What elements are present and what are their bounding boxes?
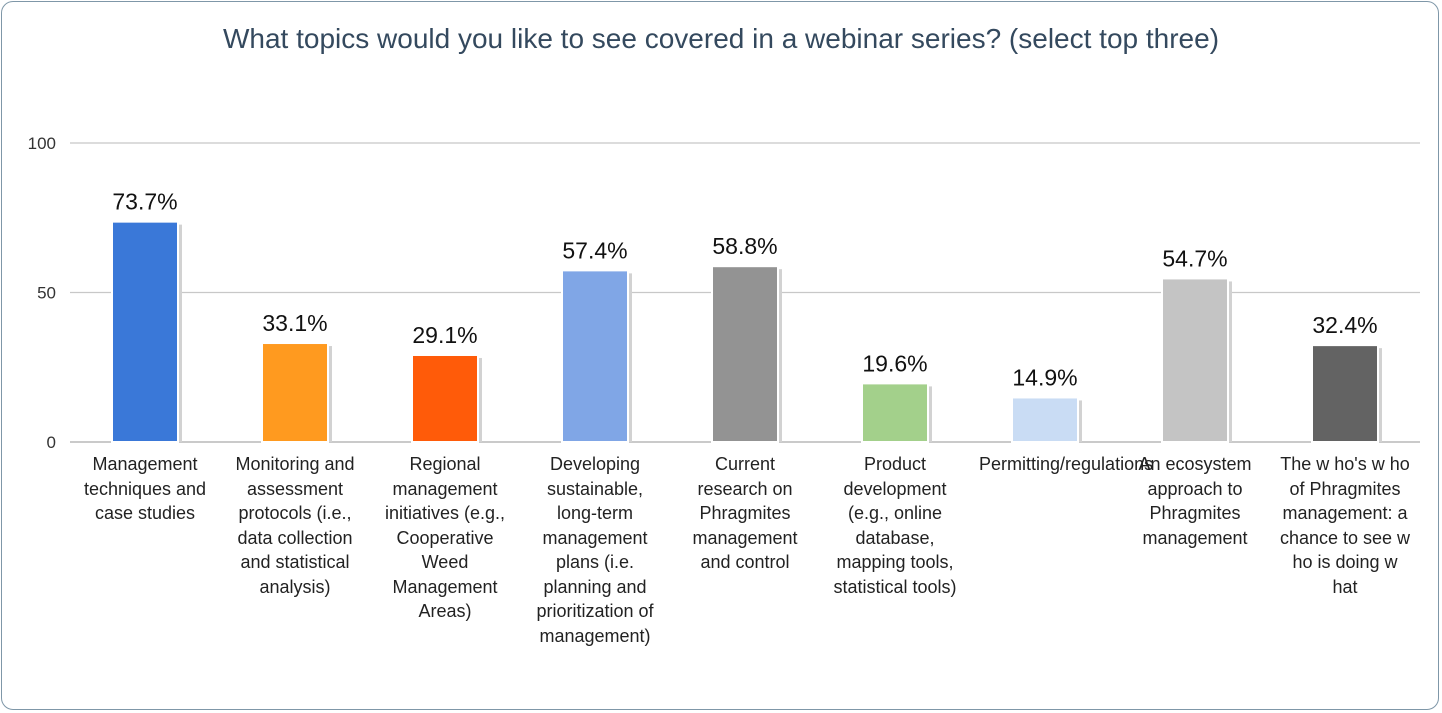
bar-value-label: 29.1% [412, 322, 477, 348]
bar-1 [111, 220, 179, 443]
bar-6 [861, 382, 929, 443]
category-label: Monitoring and assessment protocols (i.e… [235, 454, 355, 597]
bar-value-label: 32.4% [1312, 312, 1377, 338]
bar-4 [561, 269, 629, 443]
bar-2 [261, 342, 329, 444]
bar-7 [1011, 396, 1079, 444]
category-label: Management techniques and case studies [83, 454, 207, 523]
bar-5 [711, 265, 779, 443]
chart-title: What topics would you like to see covere… [222, 23, 1220, 54]
category-label: The w ho's w ho of Phragmites management… [1279, 454, 1411, 597]
bar-value-label: 73.7% [112, 189, 177, 215]
category-label: Regional management initiatives (e.g., C… [384, 454, 506, 621]
bar-value-label: 19.6% [862, 350, 927, 376]
bar-value-label: 54.7% [1162, 245, 1227, 271]
y-tick-label: 0 [47, 433, 56, 452]
category-label: Product development (e.g., online databa… [833, 454, 957, 597]
bar-value-label: 58.8% [712, 233, 777, 259]
bar-3 [411, 353, 479, 443]
bar-8 [1161, 277, 1229, 443]
bar-value-label: 57.4% [562, 237, 627, 263]
bar-value-label: 33.1% [262, 310, 327, 336]
category-label: Developing sustainable, long-term manage… [536, 454, 654, 646]
bar-9 [1311, 344, 1379, 443]
category-label: An ecosystem approach to Phragmites mana… [1138, 454, 1252, 548]
bar-value-label: 14.9% [1012, 364, 1077, 390]
category-label: Current research on Phragmites managemen… [692, 454, 798, 572]
y-tick-label: 50 [37, 284, 56, 303]
category-label: Permitting/regulations [979, 454, 1154, 474]
y-tick-label: 100 [28, 134, 56, 153]
